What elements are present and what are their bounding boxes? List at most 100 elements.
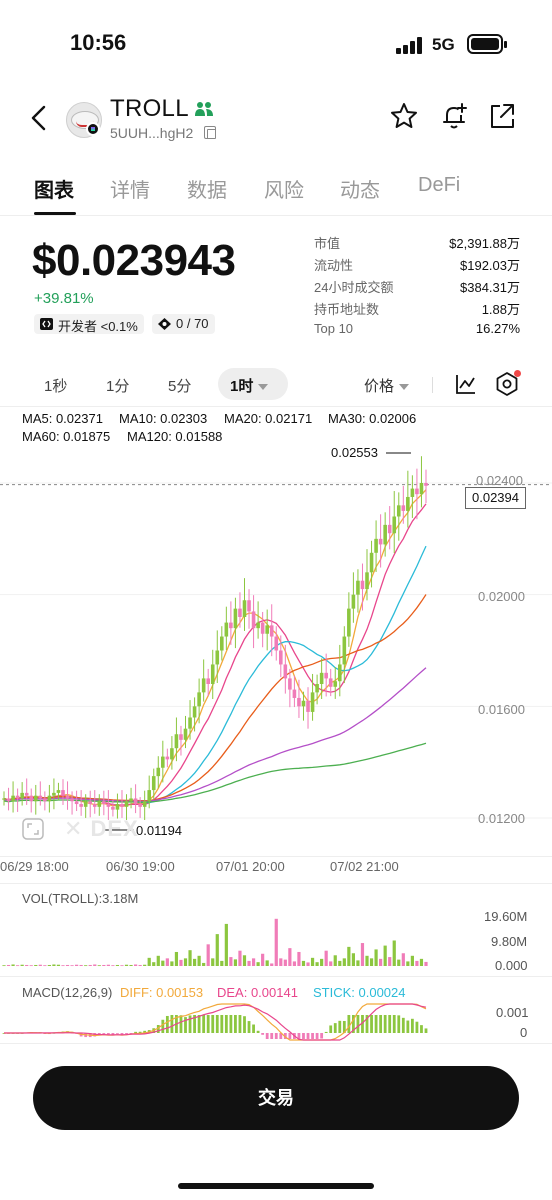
macd-bar	[279, 1033, 283, 1039]
share-icon[interactable]	[486, 100, 518, 132]
macd-bar	[129, 1033, 133, 1034]
candle-body	[306, 700, 310, 712]
volume-bar	[279, 958, 283, 966]
interval-1m[interactable]: 1分	[106, 378, 130, 395]
expand-icon[interactable]	[22, 818, 44, 840]
volume-bar	[415, 960, 419, 966]
volume-bar	[179, 959, 183, 966]
notification-dot	[514, 370, 521, 377]
volume-bar	[365, 955, 369, 966]
volume-bar	[220, 960, 224, 966]
price-alert-icon[interactable]	[438, 100, 470, 132]
tab-details[interactable]: 详情	[110, 180, 150, 202]
volume-bar	[183, 958, 188, 966]
tab-chart[interactable]: 图表	[34, 180, 74, 202]
volume-bar	[288, 948, 292, 966]
candle-body	[56, 790, 61, 793]
candle-body	[210, 664, 215, 684]
candle-body	[342, 636, 347, 665]
ma60-label: MA60: 0.01875	[22, 429, 111, 444]
price-chart[interactable]	[0, 406, 552, 1046]
community-icon[interactable]	[194, 101, 214, 117]
volume-bar	[202, 962, 206, 966]
candle-body	[97, 801, 102, 807]
volume-bar	[374, 949, 378, 966]
interval-1h-selector[interactable]: 1时	[218, 368, 288, 400]
volume-bar	[406, 961, 410, 966]
stat-value: $384.31万	[460, 280, 520, 295]
macd-bar	[134, 1031, 137, 1033]
candle-body	[260, 622, 265, 634]
macd-bar	[333, 1023, 337, 1033]
candle-body	[396, 505, 401, 517]
macd-bar	[102, 1033, 106, 1034]
candle-body	[392, 516, 397, 534]
trade-button[interactable]: 交易	[33, 1066, 519, 1130]
candle-body	[274, 636, 279, 651]
volume-bar	[247, 960, 251, 966]
volume-bar	[356, 960, 360, 966]
volume-bar	[70, 965, 74, 967]
ma-line	[3, 742, 427, 803]
developer-holding-chip[interactable]: 开发者 <0.1%	[34, 314, 144, 334]
macd-dea-line	[4, 1003, 427, 1041]
y-tick-label: 0.02000	[478, 589, 525, 604]
tab-activity[interactable]: 动态	[340, 180, 380, 202]
developer-holding-label: 开发者 <0.1%	[58, 319, 138, 334]
candle-body	[383, 524, 387, 545]
ma-line	[3, 594, 427, 802]
settings-icon[interactable]	[494, 371, 520, 397]
macd-bar	[406, 1020, 410, 1033]
volume-bar	[306, 962, 310, 966]
candle-body	[47, 795, 52, 802]
macd-bar	[238, 1015, 242, 1033]
ma-line	[3, 667, 427, 802]
snipers-label: 0 / 70	[176, 316, 209, 331]
macd-bar	[338, 1020, 342, 1033]
candle-body	[142, 801, 147, 807]
candle-body	[192, 706, 197, 718]
divider	[0, 406, 552, 407]
candle-body	[283, 664, 288, 679]
back-icon[interactable]	[24, 100, 54, 136]
price-type-select[interactable]: 价格	[364, 375, 410, 396]
volume-tick: 19.60M	[484, 909, 528, 924]
candle-body	[15, 795, 20, 799]
macd-bar	[420, 1025, 423, 1033]
volume-bar	[392, 940, 396, 966]
tab-defi[interactable]: DeFi	[418, 174, 461, 196]
macd-bar	[424, 1028, 428, 1033]
volume-bar	[251, 958, 256, 966]
x-tick-label: 06/30 19:00	[106, 859, 175, 874]
current-price-tag: 0.02394	[465, 487, 526, 509]
volume-bar	[383, 945, 387, 966]
indicator-icon[interactable]	[454, 372, 478, 396]
volume-tick: 0.000	[495, 958, 528, 973]
candle-body	[115, 804, 120, 810]
tab-risk[interactable]: 风险	[264, 180, 304, 202]
candle-body	[38, 795, 43, 799]
copy-icon[interactable]	[204, 126, 216, 139]
trade-button-label: 交易	[258, 1088, 294, 1108]
star-icon[interactable]	[388, 100, 420, 132]
tab-data[interactable]: 数据	[187, 180, 227, 202]
macd-bar	[383, 1015, 387, 1033]
candle-body	[419, 483, 424, 495]
volume-bar	[16, 965, 20, 967]
ma-line	[3, 489, 427, 807]
macd-bar	[202, 1015, 206, 1033]
candle-body	[133, 798, 138, 805]
candle-body	[201, 678, 206, 693]
ma20-label: MA20: 0.02171	[224, 411, 313, 426]
interval-5m[interactable]: 5分	[168, 378, 192, 395]
snipers-chip[interactable]: 0 / 70	[152, 314, 215, 334]
stat-label: 24小时成交额	[314, 280, 394, 295]
interval-1s[interactable]: 1秒	[44, 378, 68, 395]
divider	[0, 976, 552, 977]
volume-bar	[129, 964, 133, 966]
solana-chain-icon	[86, 122, 100, 136]
token-logo	[66, 102, 102, 138]
candle-body	[215, 650, 220, 665]
volume-bar	[229, 957, 233, 966]
macd-bar	[379, 1015, 383, 1033]
